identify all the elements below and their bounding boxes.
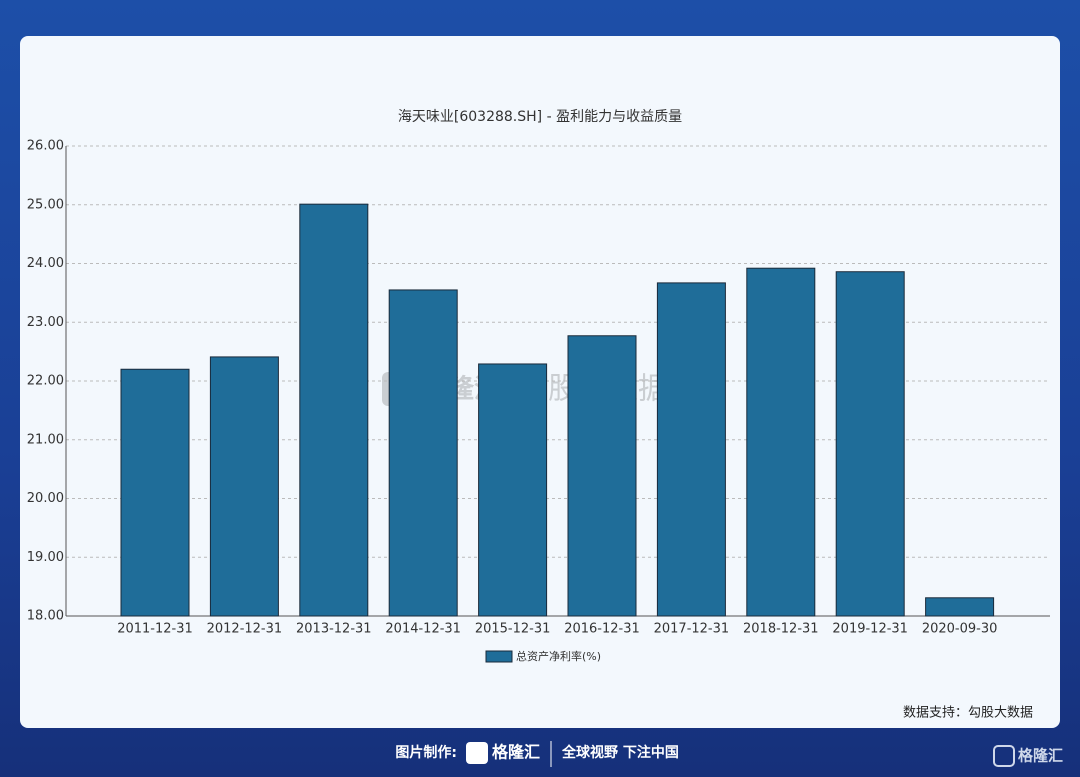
bar bbox=[656, 282, 726, 617]
bar bbox=[925, 597, 995, 617]
legend-label: 总资产净利率(%) bbox=[516, 649, 601, 663]
bar bbox=[209, 356, 279, 617]
x-tick-label: 2020-09-30 bbox=[922, 622, 998, 637]
y-tick-label: 18.00 bbox=[27, 609, 64, 624]
y-tick-label: 21.00 bbox=[27, 432, 64, 447]
footer-icon bbox=[466, 742, 488, 764]
x-tick-label: 2019-12-31 bbox=[832, 622, 908, 637]
bar bbox=[835, 271, 905, 617]
y-tick-label: 20.00 bbox=[27, 491, 64, 506]
bar bbox=[746, 267, 816, 617]
x-tick-label: 2014-12-31 bbox=[385, 622, 461, 637]
y-tick-label: 24.00 bbox=[27, 256, 64, 271]
y-tick-label: 19.00 bbox=[27, 550, 64, 565]
bar bbox=[478, 363, 548, 617]
legend-swatch bbox=[485, 650, 513, 663]
footer-slogan: 全球视野 下注中国 bbox=[561, 744, 679, 761]
x-tick-label: 2012-12-31 bbox=[207, 622, 283, 637]
x-tick-label: 2013-12-31 bbox=[296, 622, 372, 637]
x-tick-label: 2011-12-31 bbox=[117, 622, 193, 637]
x-tick-label: 2017-12-31 bbox=[654, 622, 730, 637]
footer-label: 图片制作: bbox=[395, 744, 457, 761]
x-tick-label: 2018-12-31 bbox=[743, 622, 819, 637]
corner-logo: 格隆汇 bbox=[1018, 747, 1063, 765]
y-tick-label: 23.00 bbox=[27, 315, 64, 330]
bar bbox=[299, 203, 369, 617]
x-tick-label: 2016-12-31 bbox=[564, 622, 640, 637]
y-tick-label: 22.00 bbox=[27, 374, 64, 389]
bar bbox=[120, 368, 190, 617]
y-tick-label: 26.00 bbox=[27, 139, 64, 154]
corner-icon bbox=[993, 745, 1015, 767]
chart-title: 海天味业[603288.SH] - 盈利能力与收益质量 bbox=[398, 109, 682, 125]
footer-logo: 格隆汇 bbox=[492, 743, 540, 762]
bar bbox=[567, 335, 637, 617]
x-tick-label: 2015-12-31 bbox=[475, 622, 551, 637]
y-tick-label: 25.00 bbox=[27, 197, 64, 212]
source: 数据支持：勾股大数据 bbox=[903, 706, 1033, 721]
bar bbox=[388, 289, 458, 617]
